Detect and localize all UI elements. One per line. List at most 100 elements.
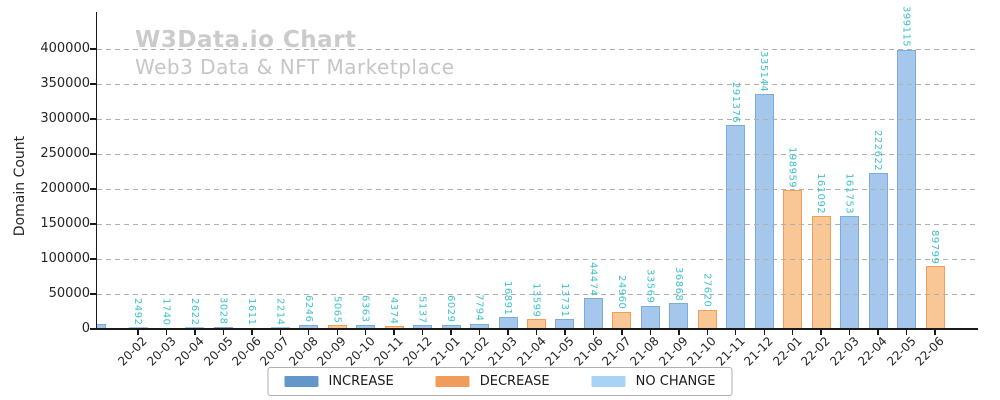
gridline <box>96 83 977 85</box>
x-tick-label: 20-06 <box>229 334 264 369</box>
x-tick-label: 21-12 <box>741 334 777 369</box>
x-tick-mark <box>592 329 595 335</box>
y-tick-label: 300000 <box>40 111 90 126</box>
bar-value-label: 198959 <box>786 146 798 188</box>
y-axis-line <box>95 12 98 329</box>
x-tick-mark <box>905 329 908 335</box>
x-tick-label: 21-04 <box>513 334 549 369</box>
x-tick-mark <box>678 329 680 335</box>
x-tick-mark <box>393 329 395 335</box>
y-tick-mark <box>90 293 96 295</box>
bar-21-07[interactable] <box>612 311 632 329</box>
bar-22-02[interactable] <box>811 216 831 329</box>
bar-value-label: 1611 <box>245 298 257 326</box>
x-tick-label: 22-04 <box>855 334 890 369</box>
gridline <box>96 153 977 155</box>
x-tick-mark <box>478 329 481 335</box>
x-tick-mark <box>535 329 538 335</box>
x-tick-mark <box>308 329 310 335</box>
bar-21-11[interactable] <box>726 125 746 329</box>
chart-subtitle: Web3 Data & NFT Marketplace <box>135 55 455 79</box>
bar-value-label: 5065 <box>331 296 343 324</box>
x-tick-label: 20-08 <box>286 334 321 369</box>
bar-21-10[interactable] <box>697 309 717 329</box>
bar-value-label: 2622 <box>188 297 200 326</box>
x-tick-label: 20-05 <box>200 334 236 369</box>
bar-value-label: 4374 <box>388 296 400 324</box>
bar-value-label: 161092 <box>815 173 827 215</box>
legend-label-decrease: DECREASE <box>479 374 550 389</box>
x-tick-mark <box>564 329 566 335</box>
legend-swatch-no_change <box>591 376 626 387</box>
x-tick-label: 21-02 <box>456 334 492 369</box>
bar-value-label: 36868 <box>672 266 684 302</box>
bar-value-label: 335144 <box>758 51 770 93</box>
x-tick-mark <box>877 329 879 335</box>
gridline <box>96 223 977 225</box>
gridline <box>96 188 977 190</box>
x-tick-mark <box>507 329 509 335</box>
x-tick-mark <box>365 329 367 335</box>
bar-value-label: 1740 <box>160 298 172 326</box>
legend-item-decrease: DECREASE <box>435 374 550 389</box>
legend-label-no_change: NO CHANGE <box>635 374 716 389</box>
x-tick-mark <box>421 329 424 335</box>
bar-21-09[interactable] <box>669 303 689 329</box>
x-tick-label: 22-03 <box>826 334 862 369</box>
bar-value-label: 161753 <box>843 172 855 214</box>
bar-value-label: 399115 <box>900 6 912 48</box>
bar-value-label: 2492 <box>132 297 143 326</box>
bar-value-label: 291376 <box>729 81 741 124</box>
bar-value-label: 27620 <box>701 273 713 308</box>
y-tick-label: 350000 <box>40 76 90 91</box>
x-tick-label: 20-07 <box>257 334 293 369</box>
bar-value-label: 13599 <box>530 283 542 318</box>
bar-21-06[interactable] <box>583 297 603 329</box>
y-tick-label: 200000 <box>40 181 90 196</box>
x-tick-mark <box>336 329 338 335</box>
x-tick-label: 21-05 <box>542 334 577 369</box>
x-tick-mark <box>621 329 623 335</box>
bar-value-label: 44474 <box>587 261 599 296</box>
y-tick-mark <box>90 83 96 85</box>
x-tick-mark <box>279 329 281 335</box>
y-tick-mark <box>90 118 96 120</box>
x-tick-label: 20-12 <box>399 334 435 369</box>
bar-value-label: 6029 <box>445 295 457 323</box>
x-tick-mark <box>848 329 851 335</box>
gridline <box>96 258 977 260</box>
bar-22-06[interactable] <box>925 266 945 329</box>
legend-swatch-increase <box>284 376 319 387</box>
y-tick-mark <box>90 258 96 260</box>
bar-value-label: 24960 <box>615 275 627 310</box>
x-tick-label: 22-02 <box>798 334 834 369</box>
bar-value-label: 222622 <box>872 129 884 172</box>
x-tick-mark <box>137 329 139 335</box>
bar-21-08[interactable] <box>640 305 660 329</box>
x-tick-label: 21-10 <box>684 334 720 369</box>
legend-item-no_change: NO CHANGE <box>591 374 716 389</box>
x-tick-label: 22-06 <box>912 334 947 369</box>
x-tick-label: 20-10 <box>343 334 378 369</box>
bar-value-label: 7794 <box>473 294 485 322</box>
y-tick-label: 100000 <box>40 251 90 266</box>
bar-22-04[interactable] <box>868 173 888 329</box>
x-tick-label: 21-03 <box>485 334 520 369</box>
y-tick-mark <box>90 48 96 50</box>
x-tick-mark <box>165 329 168 335</box>
x-tick-mark <box>450 329 452 335</box>
legend-item-increase: INCREASE <box>284 374 394 389</box>
bar-value-label: 3028 <box>217 297 229 325</box>
x-tick-mark <box>222 329 225 335</box>
bar-value-label: 2214 <box>274 298 286 326</box>
y-tick-mark <box>90 223 96 225</box>
legend-swatch-decrease <box>435 376 470 387</box>
x-tick-label: 20-02 <box>115 334 150 369</box>
bar-22-03[interactable] <box>840 215 860 329</box>
legend-label-increase: INCREASE <box>328 374 394 389</box>
x-tick-label: 20-03 <box>143 334 179 369</box>
gridline <box>96 118 977 120</box>
legend: INCREASE DECREASE NO CHANGE <box>267 367 733 396</box>
x-tick-mark <box>251 329 253 335</box>
